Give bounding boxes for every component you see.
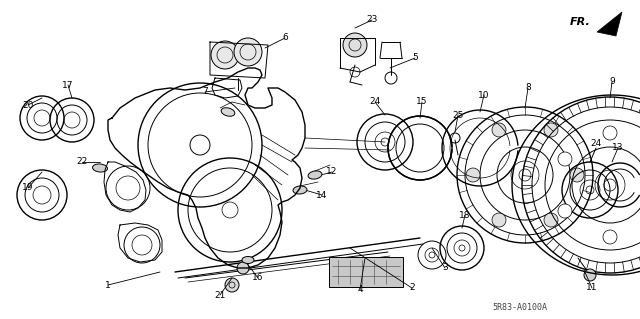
Text: 14: 14: [316, 190, 328, 199]
Text: 15: 15: [416, 98, 428, 107]
Circle shape: [237, 262, 249, 274]
Text: 4: 4: [357, 286, 363, 294]
Text: 23: 23: [366, 16, 378, 25]
Text: 5: 5: [412, 54, 418, 63]
Ellipse shape: [221, 108, 235, 116]
Text: 25: 25: [452, 110, 464, 120]
Circle shape: [558, 204, 572, 218]
Circle shape: [234, 38, 262, 66]
Circle shape: [603, 126, 617, 140]
Ellipse shape: [242, 256, 254, 263]
Text: 19: 19: [22, 183, 34, 192]
Ellipse shape: [308, 171, 322, 179]
Circle shape: [211, 41, 239, 69]
Text: 20: 20: [22, 100, 34, 109]
Text: FR.: FR.: [570, 17, 591, 27]
Circle shape: [544, 213, 558, 227]
Text: 1: 1: [105, 280, 111, 290]
Text: 24: 24: [590, 138, 602, 147]
Text: 17: 17: [62, 80, 74, 90]
Text: 24: 24: [369, 98, 381, 107]
Text: 5R83-A0100A: 5R83-A0100A: [493, 303, 547, 313]
Text: 3: 3: [442, 263, 448, 272]
Circle shape: [466, 168, 480, 182]
Text: 2: 2: [409, 284, 415, 293]
Text: 16: 16: [252, 273, 264, 283]
Text: 12: 12: [326, 167, 338, 176]
Text: 9: 9: [609, 78, 615, 86]
Polygon shape: [597, 12, 622, 36]
Circle shape: [343, 33, 367, 57]
FancyBboxPatch shape: [329, 257, 403, 287]
Text: 22: 22: [76, 158, 88, 167]
Circle shape: [570, 168, 584, 182]
Circle shape: [603, 230, 617, 244]
Text: 8: 8: [525, 84, 531, 93]
Circle shape: [225, 278, 239, 292]
Text: 18: 18: [460, 211, 471, 219]
Text: 7: 7: [202, 87, 208, 97]
Circle shape: [584, 269, 596, 281]
Circle shape: [492, 123, 506, 137]
Circle shape: [544, 123, 558, 137]
Ellipse shape: [93, 164, 108, 172]
Text: 21: 21: [214, 291, 226, 300]
Text: 11: 11: [586, 284, 598, 293]
Text: 10: 10: [478, 91, 490, 100]
Text: 13: 13: [612, 144, 624, 152]
Text: 6: 6: [282, 33, 288, 42]
Ellipse shape: [293, 186, 307, 194]
Circle shape: [558, 152, 572, 166]
Circle shape: [492, 213, 506, 227]
